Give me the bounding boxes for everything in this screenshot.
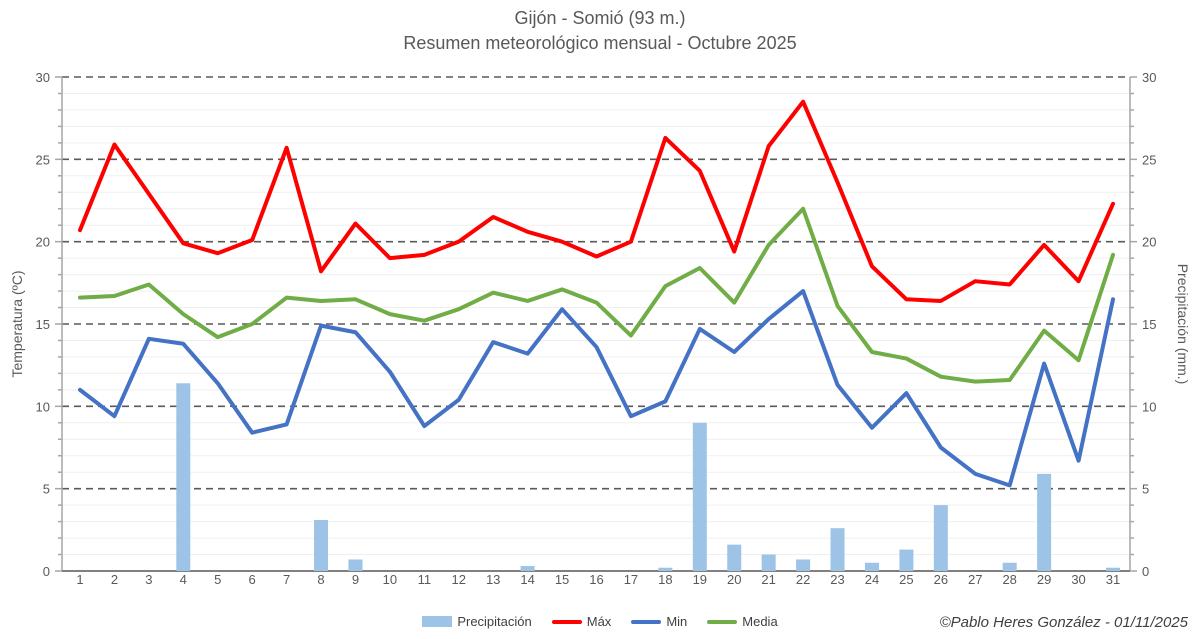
axis-tick-label: 23 [830, 572, 844, 587]
chart-title: Gijón - Somió (93 m.) [514, 8, 686, 28]
precipitation-bar-day-20 [727, 544, 742, 571]
axis-tick-label: 26 [934, 572, 948, 587]
axis-tick-label: 4 [180, 572, 187, 587]
precipitation-bar-day-23 [830, 528, 845, 571]
axis-tick-label: 8 [317, 572, 324, 587]
axis-tick-label: 15 [1142, 317, 1156, 332]
temperature-line-mx [78, 99, 1115, 303]
precipitation-bar-day-24 [864, 562, 879, 571]
axis-tick-label: 5 [214, 572, 221, 587]
axis-tick-label: 5 [43, 482, 50, 497]
axis-tick-label: 15 [36, 317, 50, 332]
axis-tick-label: 6 [249, 572, 256, 587]
legend-precipitation-label: Precipitación [457, 614, 532, 629]
axis-tick-label: 20 [36, 235, 50, 250]
axis-tick-label: 20 [1142, 235, 1156, 250]
axis-tick-label: 18 [658, 572, 672, 587]
legend-item-max: Máx [551, 614, 612, 629]
axis-tick-label: 0 [43, 564, 50, 579]
temperature-line-media [78, 206, 1115, 384]
axis-tick-label: 21 [761, 572, 775, 587]
precipitation-bar-day-4 [176, 383, 191, 571]
axis-tick-label: 10 [383, 572, 397, 587]
legend-item-precipitation: Precipitación [422, 614, 532, 629]
precipitation-bar-day-21 [761, 554, 776, 571]
min-line-swatch-icon [631, 619, 662, 624]
axis-tick-label: 16 [589, 572, 603, 587]
axis-tick-label: 7 [283, 572, 290, 587]
y-left-axis-title: Temperatura (ºC) [9, 270, 25, 377]
axis-tick-label: 25 [36, 152, 50, 167]
axis-tick-label: 17 [624, 572, 638, 587]
axis-tick-label: 14 [520, 572, 534, 587]
precipitation-bar-day-26 [933, 505, 948, 571]
axis-tick-label: 25 [899, 572, 913, 587]
axis-tick-label: 12 [452, 572, 466, 587]
y-right-axis-title: Precipitación (mm.) [1175, 264, 1191, 385]
axis-tick-label: 13 [486, 572, 500, 587]
author-credit: ©Pablo Heres González - 01/11/2025 [939, 614, 1188, 631]
precipitation-bar-day-19 [692, 422, 707, 571]
precipitation-bar-day-22 [796, 559, 811, 571]
precipitation-bar-day-8 [314, 519, 329, 571]
chart-legend: Precipitación Máx Min Media [0, 614, 1200, 629]
axis-tick-label: 27 [968, 572, 982, 587]
axis-tick-label: 15 [555, 572, 569, 587]
axis-tick-label: 0 [1142, 564, 1149, 579]
temperature-line-min [78, 289, 1115, 488]
chart-subtitle: Resumen meteorológico mensual - Octubre … [403, 33, 797, 53]
axis-tick-label: 25 [1142, 152, 1156, 167]
axis-tick-label: 5 [1142, 482, 1149, 497]
axis-tick-label: 10 [36, 399, 50, 414]
legend-item-min: Min [631, 614, 687, 629]
axis-tick-label: 10 [1142, 399, 1156, 414]
axis-tick-label: 31 [1106, 572, 1120, 587]
precipitation-bar-day-28 [1002, 562, 1017, 571]
axis-tick-label: 3 [145, 572, 152, 587]
axis-tick-label: 2 [111, 572, 118, 587]
axis-tick-label: 24 [865, 572, 879, 587]
axis-tick-label: 20 [727, 572, 741, 587]
media-line-swatch-icon [707, 619, 738, 624]
precipitation-bar-day-14 [520, 566, 535, 571]
axis-tick-label: 19 [693, 572, 707, 587]
axis-tick-label: 11 [418, 572, 432, 587]
max-line-swatch-icon [551, 619, 582, 624]
axis-tick-label: 30 [1071, 572, 1085, 587]
axis-tick-label: 28 [1002, 572, 1016, 587]
axis-tick-label: 29 [1037, 572, 1051, 587]
axis-tick-label: 9 [352, 572, 359, 587]
legend-max-label: Máx [586, 614, 612, 629]
axis-tick-label: 30 [1142, 70, 1156, 85]
axis-tick-label: 1 [76, 572, 83, 587]
precipitation-bar-day-9 [348, 559, 363, 571]
legend-item-media: Media [707, 614, 778, 629]
precipitation-bar-swatch-icon [422, 616, 453, 627]
axis-tick-label: 22 [796, 572, 810, 587]
legend-min-label: Min [666, 614, 688, 629]
precipitation-bar-day-25 [899, 549, 914, 571]
precipitation-bar-day-18 [658, 567, 673, 571]
chart-title-block: Gijón - Somió (93 m.) Resumen meteorológ… [0, 6, 1200, 56]
precipitation-bar-day-31 [1106, 567, 1120, 571]
precipitation-bar-day-29 [1037, 473, 1052, 571]
legend-media-label: Media [742, 614, 778, 629]
axis-tick-label: 30 [36, 70, 50, 85]
